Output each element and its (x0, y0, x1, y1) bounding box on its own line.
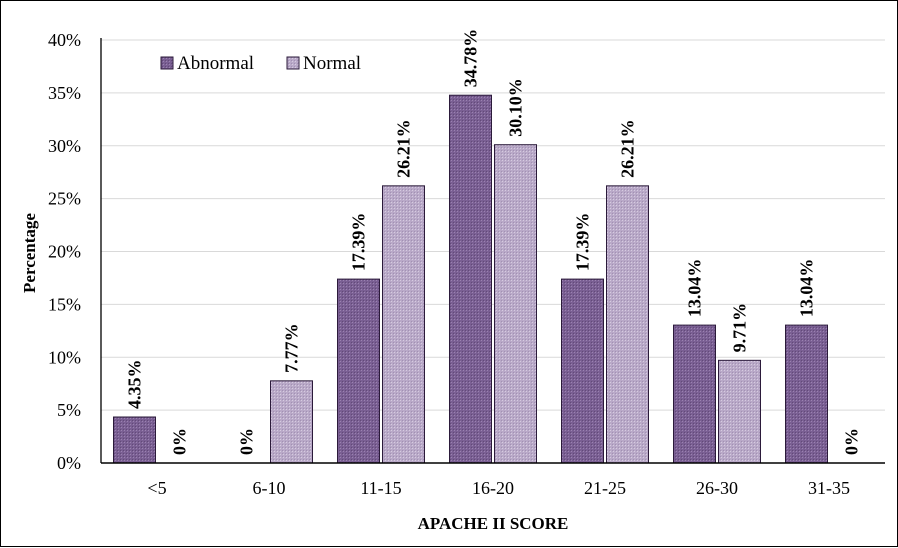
bar-normal (270, 380, 313, 464)
x-tick-label: 16-20 (472, 478, 514, 498)
y-tick-label: 30% (48, 136, 81, 156)
bar-normal (494, 144, 537, 464)
data-label-normal: 9.71% (730, 303, 750, 353)
x-tick-label: 31-35 (808, 478, 850, 498)
x-axis-title: APACHE II SCORE (418, 514, 569, 533)
data-label-abnormal: 0% (237, 428, 257, 455)
data-label-normal: 7.77% (282, 323, 302, 373)
data-label-normal: 0% (170, 428, 190, 455)
x-tick-label: 11-15 (360, 478, 401, 498)
bar-abnormal (113, 416, 156, 464)
bar-abnormal (449, 94, 492, 464)
bar-normal (606, 185, 649, 464)
y-tick-label: 15% (48, 294, 81, 314)
data-label-abnormal: 13.04% (797, 259, 817, 318)
x-tick-label: 6-10 (253, 478, 286, 498)
x-tick-label: <5 (147, 478, 166, 498)
axes: 0% 5% 10% 15% 20% 25% 30% 35% 40% <5 6-10 11-15 16-2… (48, 30, 885, 498)
y-tick-label: 0% (57, 453, 81, 473)
data-label-abnormal: 17.39% (573, 213, 593, 272)
data-label-abnormal: 17.39% (349, 213, 369, 272)
data-labels: 4.35% 0% 0% 7.77% 17.39% 26.21% 34.78% 30.10% 17… (125, 29, 862, 455)
y-tick-label: 25% (48, 189, 81, 209)
legend-label-normal: Normal (303, 53, 361, 74)
x-tick-label: 21-25 (584, 478, 626, 498)
bar-abnormal (785, 324, 828, 464)
y-tick-label: 10% (48, 347, 81, 367)
y-tick-label: 5% (57, 400, 81, 420)
bar-abnormal (561, 278, 604, 464)
data-label-normal: 26.21% (394, 119, 414, 178)
data-label-normal: 30.10% (506, 78, 526, 137)
y-axis-title: Percentage (20, 213, 39, 293)
legend: Abnormal Normal (160, 53, 361, 74)
bars (113, 94, 828, 464)
data-label-abnormal: 4.35% (125, 359, 145, 409)
data-label-abnormal: 34.78% (461, 29, 481, 88)
legend-swatch-abnormal (160, 56, 174, 70)
data-label-abnormal: 13.04% (685, 259, 705, 318)
data-label-normal: 26.21% (618, 119, 638, 178)
legend-swatch-normal (286, 56, 300, 70)
y-tick-label: 40% (48, 30, 81, 50)
y-tick-label: 20% (48, 242, 81, 262)
bar-abnormal (673, 324, 716, 464)
bar-normal (382, 185, 425, 464)
y-tick-label: 35% (48, 83, 81, 103)
gridlines (101, 39, 885, 411)
bar-abnormal (337, 278, 380, 464)
legend-label-abnormal: Abnormal (177, 53, 254, 74)
data-label-normal: 0% (842, 428, 862, 455)
bar-normal (718, 359, 761, 464)
x-tick-label: 26-30 (696, 478, 738, 498)
